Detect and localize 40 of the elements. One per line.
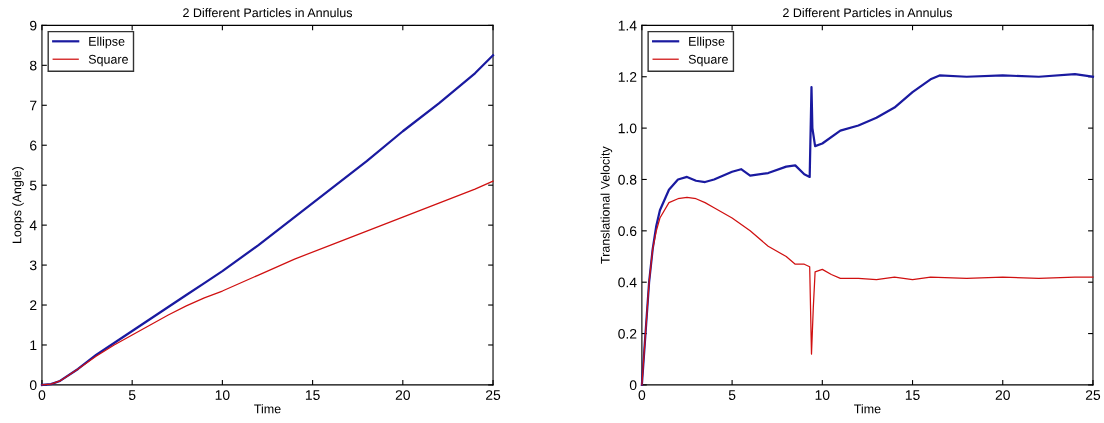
x-tick-label: 0 bbox=[638, 390, 646, 400]
y-tick-label: 0.2 bbox=[618, 328, 637, 339]
x-tick-label: 20 bbox=[995, 390, 1010, 400]
chart-title: 2 Different Particles in Annulus bbox=[183, 7, 353, 18]
x-tick-label: 5 bbox=[128, 390, 136, 400]
x-axis-title: Time bbox=[254, 404, 281, 414]
y-tick-label: 0.6 bbox=[618, 226, 637, 237]
chart-title: 2 Different Particles in Annulus bbox=[783, 7, 952, 18]
y-tick-label: 4 bbox=[29, 220, 37, 231]
y-tick-label: 1.0 bbox=[618, 123, 637, 134]
y-tick-label: 0.4 bbox=[618, 277, 637, 288]
x-tick-label: 15 bbox=[905, 390, 920, 400]
x-tick-label: 10 bbox=[215, 390, 230, 400]
x-tick-label: 5 bbox=[728, 390, 736, 400]
y-tick-label: 3 bbox=[29, 260, 37, 271]
y-tick-label: 7 bbox=[30, 100, 37, 111]
x-tick-label: 10 bbox=[815, 390, 830, 400]
y-tick-label: 0 bbox=[29, 380, 37, 391]
x-tick-label: 15 bbox=[305, 390, 320, 400]
x-tick-label: 25 bbox=[1085, 390, 1101, 400]
x-tick-label: 0 bbox=[38, 390, 46, 400]
y-tick-label: 1.4 bbox=[618, 20, 637, 31]
x-tick-label: 20 bbox=[395, 390, 410, 400]
legend-label: Ellipse bbox=[689, 36, 725, 49]
legend-label: Square bbox=[688, 54, 728, 67]
y-tick-label: 1 bbox=[30, 340, 37, 351]
y-tick-label: 5 bbox=[29, 180, 37, 191]
y-axis-title: Loops (Angle) bbox=[12, 167, 24, 244]
y-tick-label: 6 bbox=[30, 140, 37, 151]
y-tick-label: 0 bbox=[629, 380, 637, 391]
legend-label: Ellipse bbox=[89, 36, 125, 49]
y-tick-label: 2 bbox=[30, 300, 37, 311]
y-tick-label: 9 bbox=[30, 20, 37, 31]
y-axis-title: Translational Velocity bbox=[600, 146, 613, 264]
y-tick-label: 0.8 bbox=[618, 174, 637, 185]
y-tick-label: 1.2 bbox=[618, 72, 637, 82]
x-tick-label: 25 bbox=[486, 390, 501, 400]
x-axis-title: Time bbox=[854, 404, 881, 414]
legend-label: Square bbox=[88, 54, 128, 67]
y-tick-label: 8 bbox=[29, 60, 37, 71]
